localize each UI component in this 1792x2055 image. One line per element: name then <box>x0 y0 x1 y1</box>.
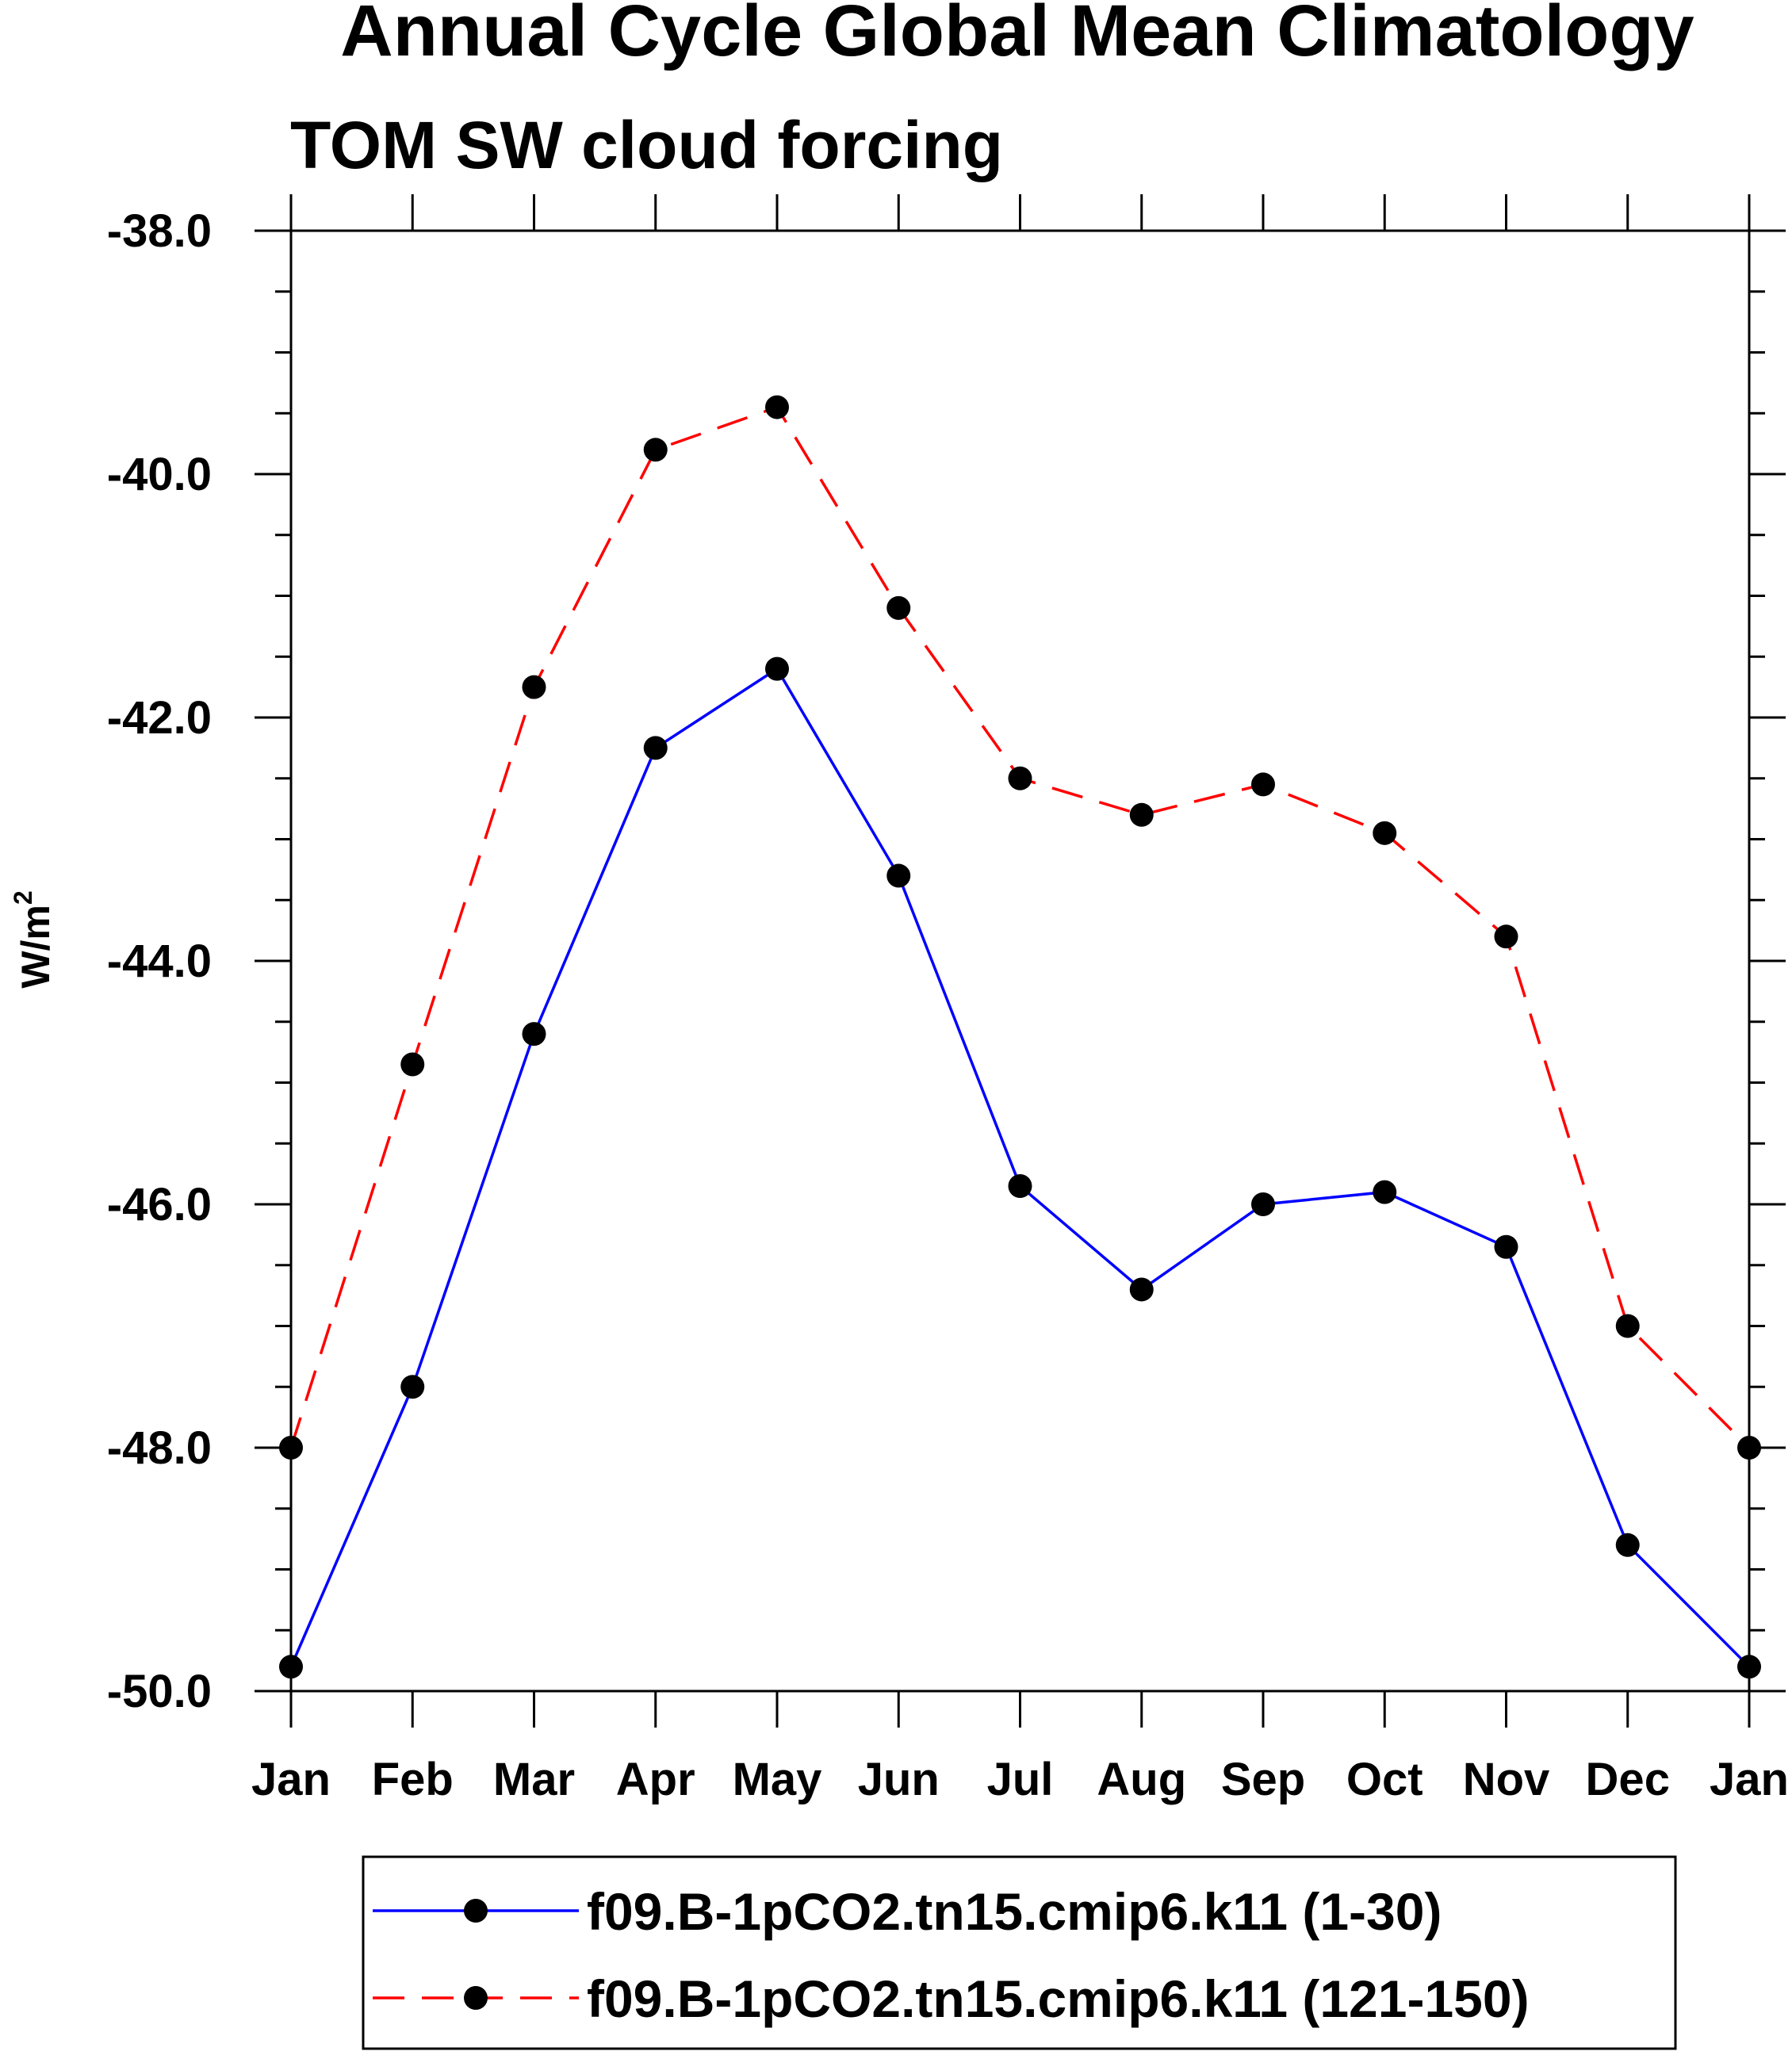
series-1-point <box>1615 1533 1640 1557</box>
series-1-point <box>1373 1180 1397 1204</box>
x-tick-label: Jan <box>1710 1754 1789 1805</box>
series-2-point <box>1008 766 1032 790</box>
legend-box <box>362 1855 1677 2050</box>
series-1-point <box>279 1655 303 1679</box>
y-tick-label: -38.0 <box>107 205 212 257</box>
x-tick-label: Mar <box>493 1754 575 1805</box>
series-1-point <box>765 656 789 681</box>
series-2-point <box>400 1052 425 1077</box>
x-tick-label: Jun <box>858 1754 940 1805</box>
series-2-point <box>1129 802 1154 827</box>
series-2-point <box>522 675 546 699</box>
x-tick-label: May <box>733 1754 822 1805</box>
y-tick-label: -44.0 <box>107 936 212 987</box>
series-2-point <box>886 595 911 620</box>
series-2-point <box>1251 772 1275 797</box>
series-1-point <box>1737 1655 1761 1679</box>
svg-text:W/m2: W/m2 <box>9 890 58 988</box>
series-1-point <box>1251 1192 1275 1216</box>
series-1-point <box>1008 1173 1032 1198</box>
series-1-point <box>522 1022 546 1047</box>
chart-subtitle: TOM SW cloud forcing <box>290 108 1003 182</box>
legend-label-1: f09.B-1pCO2.tn15.cmip6.k11 (1-30) <box>587 1882 1442 1941</box>
plot-area-border <box>289 229 1751 1693</box>
series-2-point <box>1615 1314 1640 1338</box>
series-2-point <box>765 395 789 419</box>
x-tick-label: Nov <box>1463 1754 1550 1805</box>
x-tick-label: Sep <box>1221 1754 1305 1805</box>
chart-title: Annual Cycle Global Mean Climatology <box>340 0 1694 71</box>
y-tick-label: -50.0 <box>107 1666 212 1717</box>
x-tick-label: Aug <box>1097 1754 1186 1805</box>
y-axis-label-superscript: 2 <box>9 890 37 905</box>
series-line-2 <box>289 405 1751 1449</box>
series-2-point <box>1373 821 1397 845</box>
series-2-point <box>279 1436 303 1460</box>
series-1-point <box>1129 1277 1154 1302</box>
plot-frame <box>289 229 1751 1693</box>
legend-marker-1 <box>464 1899 488 1923</box>
series-1-point <box>1494 1234 1518 1259</box>
series-layer <box>279 395 1761 1679</box>
y-tick-label: -46.0 <box>107 1179 212 1230</box>
y-axis-ticks: -38.0 -40.0 -42.0 -44.0 -46.0 -48.0 -50.0 <box>107 205 1786 1717</box>
series-line-1 <box>289 667 1751 1668</box>
x-tick-label: Feb <box>372 1754 454 1805</box>
legend-label-2: f09.B-1pCO2.tn15.cmip6.k11 (121-150) <box>587 1969 1530 2028</box>
series-1-point <box>886 863 911 888</box>
y-axis-label: W/m2 <box>9 890 58 988</box>
series-1-point <box>400 1375 425 1399</box>
y-axis-label-text: W/m <box>13 905 58 989</box>
series-2-point <box>1494 924 1518 949</box>
y-tick-label: -42.0 <box>107 692 212 744</box>
legend-marker-2 <box>464 1986 488 2010</box>
minor-ticks <box>275 229 1765 1693</box>
series-2-point <box>643 438 668 462</box>
x-tick-label: Oct <box>1346 1754 1423 1805</box>
y-tick-label: -40.0 <box>107 449 212 500</box>
x-axis-ticks: Jan Feb Mar Apr May Jun Jul Aug Sep Oct Nov Dec Jan <box>251 194 1789 1805</box>
x-tick-label: Jul <box>987 1754 1054 1805</box>
x-tick-label: Jan <box>251 1754 331 1805</box>
series-1-point <box>643 736 668 760</box>
x-tick-label: Apr <box>616 1754 695 1805</box>
legend: f09.B-1pCO2.tn15.cmip6.k11 (1-30) f09.B-1… <box>362 1855 1677 2050</box>
y-tick-label: -48.0 <box>107 1422 212 1474</box>
x-tick-label: Dec <box>1586 1754 1670 1805</box>
series-2-point <box>1737 1436 1761 1460</box>
